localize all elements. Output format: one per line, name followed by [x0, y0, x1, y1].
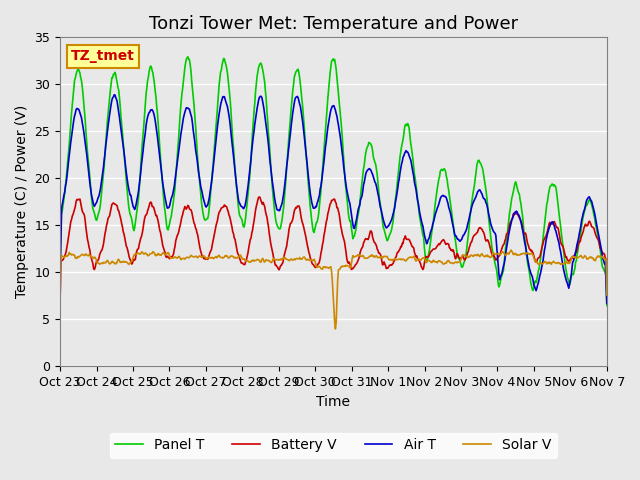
Panel T	[122, 178, 130, 184]
Air T	[179, 120, 186, 126]
Legend: Panel T, Battery V, Air T, Solar V: Panel T, Battery V, Air T, Solar V	[110, 432, 557, 458]
Battery V	[178, 214, 186, 220]
Air T	[417, 214, 424, 219]
Line: Battery V: Battery V	[60, 197, 607, 297]
Panel T	[603, 302, 611, 308]
Title: Tonzi Tower Met: Temperature and Power: Tonzi Tower Met: Temperature and Power	[149, 15, 518, 33]
Battery V	[401, 236, 408, 241]
Battery V	[255, 194, 263, 200]
Solar V	[66, 251, 74, 257]
Battery V	[207, 248, 214, 254]
Solar V	[603, 292, 611, 298]
Solar V	[332, 326, 339, 332]
Text: TZ_tmet: TZ_tmet	[71, 49, 135, 63]
Solar V	[417, 257, 424, 263]
Battery V	[66, 224, 74, 229]
Y-axis label: Temperature (C) / Power (V): Temperature (C) / Power (V)	[15, 105, 29, 299]
Solar V	[401, 257, 408, 263]
Panel T	[56, 262, 64, 267]
Panel T	[417, 219, 424, 225]
Air T	[124, 175, 131, 181]
Air T	[111, 92, 119, 98]
Solar V	[56, 290, 64, 296]
Panel T	[178, 92, 186, 98]
Panel T	[401, 125, 408, 131]
Solar V	[178, 256, 186, 262]
Line: Air T: Air T	[60, 95, 607, 303]
Line: Panel T: Panel T	[60, 57, 607, 305]
Air T	[207, 180, 215, 186]
Panel T	[66, 130, 74, 136]
Air T	[66, 145, 74, 151]
Solar V	[207, 255, 214, 261]
Solar V	[507, 247, 515, 253]
Air T	[603, 300, 611, 306]
Battery V	[417, 261, 424, 266]
Battery V	[603, 292, 611, 298]
Line: Solar V: Solar V	[60, 250, 607, 329]
Battery V	[122, 243, 130, 249]
Air T	[401, 151, 408, 156]
Air T	[56, 270, 64, 276]
Solar V	[122, 259, 130, 264]
Panel T	[207, 180, 215, 186]
X-axis label: Time: Time	[317, 395, 351, 408]
Panel T	[184, 54, 192, 60]
Battery V	[56, 294, 64, 300]
